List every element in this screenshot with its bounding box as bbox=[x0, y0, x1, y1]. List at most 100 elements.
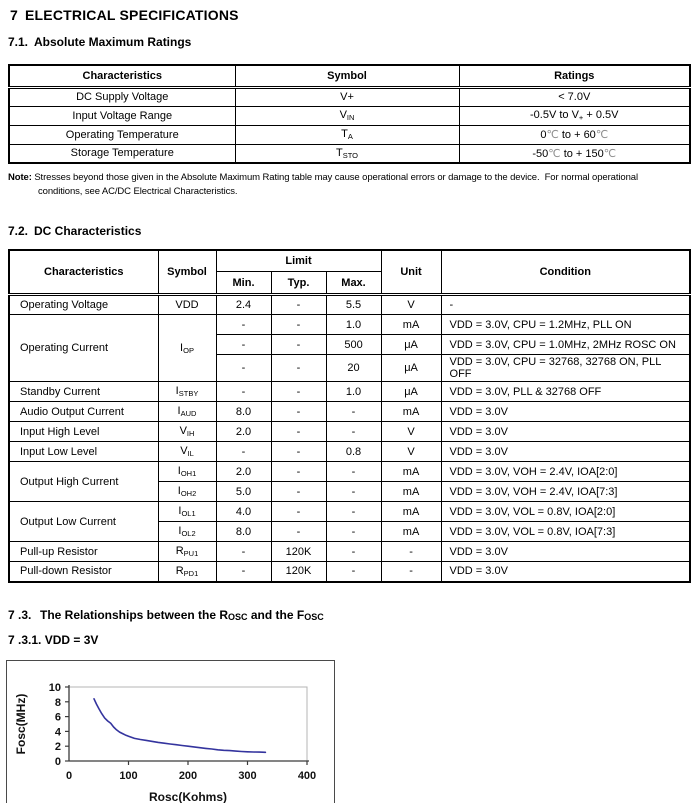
cell-typ: - bbox=[270, 381, 327, 403]
table-header-row: Characteristics Symbol Ratings bbox=[8, 64, 691, 89]
cell-unit: μA bbox=[380, 381, 442, 403]
table-header-row: Min. Typ. Max. bbox=[9, 271, 690, 297]
cell-min: - bbox=[215, 334, 272, 356]
symbol-base: V+ bbox=[340, 90, 354, 103]
cell-characteristic: Audio Output Current bbox=[8, 401, 159, 423]
x-tick-label: 400 bbox=[298, 770, 316, 782]
col-header-symbol: Symbol bbox=[234, 64, 460, 89]
fosc-rosc-chart-frame: 0 2 4 6 8 10 0 100 200 300 400 Rosc(Kohms) Fosc(MHz) bbox=[6, 659, 335, 803]
cell-characteristic: Output Low Current bbox=[8, 501, 159, 543]
section-number: 7.2. bbox=[8, 223, 29, 238]
cell-symbol: IOH2 bbox=[157, 481, 217, 503]
table-row: Output Low Current IOL1 4.0 - - mA VDD =… bbox=[8, 501, 691, 543]
cell-condition: VDD = 3.0V, VOH = 2.4V, IOA[7:3] bbox=[440, 481, 691, 503]
cell-symbol: IAUD bbox=[157, 401, 217, 423]
cell-symbol: IOL2 bbox=[157, 521, 217, 543]
col-header-characteristics: Characteristics bbox=[8, 64, 236, 89]
table-row: Output High Current IOH1 2.0 - - mA VDD … bbox=[8, 461, 691, 503]
footnote: Note: Stresses beyond those given in the… bbox=[8, 171, 689, 199]
celsius-glyph: ℃ bbox=[546, 129, 559, 141]
cell-typ: - bbox=[270, 354, 327, 383]
y-tick-label: 2 bbox=[55, 741, 61, 753]
symbol-base: I bbox=[175, 385, 179, 398]
cell-max: 1.0 bbox=[325, 314, 382, 336]
cell-unit: - bbox=[380, 561, 442, 583]
symbol-sub: PU1 bbox=[183, 549, 199, 559]
section-number: 7.1. bbox=[8, 35, 29, 49]
symbol-base: I bbox=[178, 525, 182, 538]
cell-characteristic: Input Low Level bbox=[8, 441, 159, 463]
cell-characteristic: Standby Current bbox=[8, 381, 159, 403]
cell-min: 4.0 bbox=[215, 501, 272, 523]
cell-symbol: VIH bbox=[157, 421, 217, 443]
cell-symbol: RPD1 bbox=[157, 561, 217, 583]
cell-symbol: TA bbox=[234, 124, 460, 145]
rating-text: -0.5V to V bbox=[530, 109, 579, 121]
cell-condition: VDD = 3.0V, VOL = 0.8V, IOA[7:3] bbox=[440, 521, 691, 543]
col-header-condition: Condition bbox=[440, 249, 691, 297]
symbol-sub: AUD bbox=[180, 409, 197, 419]
fosc-subscript: OSC bbox=[304, 611, 324, 622]
symbol-sub: OL1 bbox=[181, 509, 196, 519]
symbol-base: V bbox=[180, 445, 188, 458]
section-7-1-heading: 7.1. Absolute Maximum Ratings bbox=[8, 35, 689, 49]
symbol-base: I bbox=[177, 405, 181, 418]
x-tick-label: 200 bbox=[179, 770, 197, 782]
rating-sub: + bbox=[578, 113, 584, 122]
cell-max: - bbox=[325, 561, 382, 583]
table-row: Audio Output Current IAUD 8.0 - - mA VDD… bbox=[8, 401, 691, 423]
cell-unit: - bbox=[380, 541, 442, 563]
cell-typ: 120K bbox=[270, 541, 327, 563]
col-header-ratings: Ratings bbox=[458, 64, 691, 89]
cell-max: 5.5 bbox=[325, 294, 382, 316]
cell-condition: VDD = 3.0V, PLL & 32768 OFF bbox=[440, 381, 691, 403]
symbol-sub: OH2 bbox=[180, 489, 197, 499]
rating-text: + 0.5V bbox=[583, 109, 619, 121]
cell-typ: - bbox=[270, 314, 327, 336]
table-header-row: Characteristics Symbol Limit Unit Condit… bbox=[8, 249, 691, 297]
table-row: DC Supply Voltage V+ < 7.0V bbox=[8, 86, 691, 107]
cell-typ: - bbox=[270, 521, 327, 543]
cell-characteristic: DC Supply Voltage bbox=[8, 86, 236, 107]
symbol-base: I bbox=[177, 465, 181, 478]
symbol-sub: PD1 bbox=[183, 568, 199, 578]
section-title: Absolute Maximum Ratings bbox=[34, 35, 192, 49]
absolute-maximum-ratings-table: Characteristics Symbol Ratings DC Supply… bbox=[8, 64, 691, 164]
cell-symbol: IOP bbox=[157, 314, 217, 383]
cell-condition: VDD = 3.0V, VOH = 2.4V, IOA[2:0] bbox=[440, 461, 691, 483]
cell-condition: - bbox=[440, 294, 691, 316]
cell-symbol: VDD bbox=[157, 294, 217, 316]
symbol-base: I bbox=[177, 485, 181, 498]
cell-symbol: V+ bbox=[234, 86, 460, 107]
symbol-sub: A bbox=[347, 132, 353, 141]
dc-characteristics-table: Characteristics Symbol Limit Unit Condit… bbox=[8, 248, 692, 583]
cell-condition: VDD = 3.0V bbox=[440, 401, 691, 423]
cell-max: - bbox=[325, 541, 382, 563]
symbol-sub: OL2 bbox=[181, 529, 196, 539]
cell-symbol: VIN bbox=[234, 105, 460, 126]
rating-text: 0 bbox=[540, 129, 547, 141]
cell-typ: - bbox=[270, 441, 327, 463]
col-header-limit: Limit bbox=[215, 249, 382, 273]
symbol-sub: OP bbox=[183, 345, 194, 355]
y-tick-label: 4 bbox=[55, 726, 62, 738]
cell-max: 20 bbox=[325, 354, 382, 383]
col-header-typ: Typ. bbox=[270, 271, 327, 297]
cell-max: - bbox=[325, 421, 382, 443]
section-title: and the F bbox=[247, 607, 305, 622]
cell-unit: μA bbox=[380, 334, 442, 356]
cell-unit: mA bbox=[380, 481, 442, 503]
cell-characteristic: Operating Temperature bbox=[8, 124, 236, 145]
cell-unit: V bbox=[380, 294, 442, 316]
cell-condition: VDD = 3.0V, CPU = 1.2MHz, PLL ON bbox=[440, 314, 691, 336]
cell-symbol: RPU1 bbox=[157, 541, 217, 563]
cell-characteristic: Input High Level bbox=[8, 421, 159, 443]
section-7-2-heading: 7.2. DC Characteristics bbox=[8, 224, 689, 238]
y-tick-label: 6 bbox=[55, 711, 61, 723]
cell-min: - bbox=[215, 441, 272, 463]
cell-min: - bbox=[215, 561, 272, 583]
cell-min: 2.0 bbox=[215, 421, 272, 443]
table-row: Standby Current ISTBY - - 1.0 μA VDD = 3… bbox=[8, 381, 691, 403]
cell-symbol: ISTBY bbox=[157, 381, 217, 403]
